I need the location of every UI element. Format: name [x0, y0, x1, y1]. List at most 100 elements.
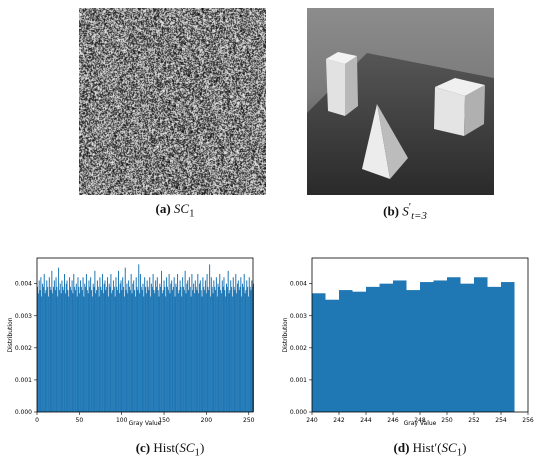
bar: [184, 270, 186, 412]
bar: [43, 274, 45, 412]
bar: [53, 280, 55, 412]
bar: [379, 283, 393, 412]
caption-d: (d) Hist′(SC1): [393, 440, 467, 459]
bar: [215, 277, 217, 412]
bar: [139, 293, 141, 412]
pyramid: [362, 104, 408, 179]
bar: [161, 293, 163, 412]
bar: [204, 290, 206, 412]
bar: [420, 282, 434, 412]
bar: [135, 277, 137, 412]
bar: [80, 286, 82, 412]
bar: [236, 283, 238, 412]
bar: [141, 290, 143, 412]
bar: [91, 296, 93, 412]
bar: [206, 274, 208, 412]
bar: [75, 283, 77, 412]
bar: [76, 296, 78, 412]
bar: [191, 274, 193, 412]
bar: [122, 277, 124, 412]
bar: [155, 286, 157, 412]
bar: [161, 270, 163, 412]
bar: [81, 290, 83, 412]
bar: [118, 293, 120, 412]
bar: [175, 283, 177, 412]
bar: [73, 274, 75, 412]
x-tick-label: 252: [468, 417, 480, 424]
bar: [87, 293, 89, 412]
bar: [227, 270, 229, 412]
x-tick-label: 244: [360, 417, 372, 424]
bar: [132, 283, 134, 412]
caption-c: (c) Hist(SC1): [135, 440, 205, 459]
bar: [124, 267, 126, 412]
bar: [85, 274, 87, 412]
bar: [251, 280, 253, 412]
bar: [171, 280, 173, 412]
bar: [176, 286, 178, 412]
bar: [188, 290, 190, 412]
bar: [243, 274, 245, 412]
caption-a: (a) SC1: [155, 201, 195, 220]
bar: [128, 280, 130, 412]
bar: [106, 286, 108, 412]
bar: [237, 280, 239, 412]
y-tick-label: 0.000: [15, 409, 32, 416]
bar: [101, 274, 103, 412]
bar: [232, 277, 234, 412]
bar: [211, 286, 213, 412]
bar: [51, 270, 53, 412]
bar: [136, 286, 138, 412]
x-tick-label: 100: [116, 417, 128, 424]
bar: [69, 277, 71, 412]
bar: [134, 290, 136, 412]
bar: [181, 296, 183, 412]
bar: [138, 264, 140, 412]
bar: [113, 286, 115, 412]
bar: [352, 291, 366, 412]
bar: [154, 293, 156, 412]
c2-xlabel: Gray Value: [404, 420, 437, 427]
bar: [169, 293, 171, 412]
bar: [209, 296, 211, 412]
bar: [63, 290, 65, 412]
bar: [78, 286, 80, 412]
bar: [46, 280, 48, 412]
bar: [112, 290, 114, 412]
bar: [94, 270, 96, 412]
bar: [42, 286, 44, 412]
bar: [198, 293, 200, 412]
bar: [207, 286, 209, 412]
bar: [223, 277, 225, 412]
c1-axes: 0 50 100 150 200 250 0.000 0.001 0.002 0.003 0.004: [15, 257, 255, 424]
c1-ylabel: Distribution: [7, 317, 14, 352]
bar: [123, 286, 125, 412]
x-tick-label: 256: [522, 417, 534, 424]
bar: [77, 277, 79, 412]
bar: [37, 293, 39, 412]
bar: [193, 293, 195, 412]
bar: [116, 286, 118, 412]
bar: [501, 282, 515, 412]
bar: [57, 296, 59, 412]
bar: [209, 264, 211, 412]
bar: [123, 296, 125, 412]
bar: [74, 290, 76, 412]
bar: [172, 286, 174, 412]
c1-xlabel: Gray Value: [129, 420, 162, 427]
bar: [66, 280, 68, 412]
histogram-zoom: 240 242 244 246 248 250 252 254 256 0.000 0.001 0.0…: [282, 257, 534, 427]
bar: [460, 283, 474, 412]
bar: [474, 277, 488, 412]
bar: [219, 274, 221, 412]
bar: [218, 286, 220, 412]
bar: [157, 290, 159, 412]
rectangular-prism: [326, 52, 358, 116]
bar: [137, 290, 139, 412]
bar: [192, 290, 194, 412]
bar: [130, 274, 132, 412]
bar: [95, 293, 97, 412]
bar: [194, 280, 196, 412]
bar: [102, 293, 104, 412]
bar: [168, 274, 170, 412]
